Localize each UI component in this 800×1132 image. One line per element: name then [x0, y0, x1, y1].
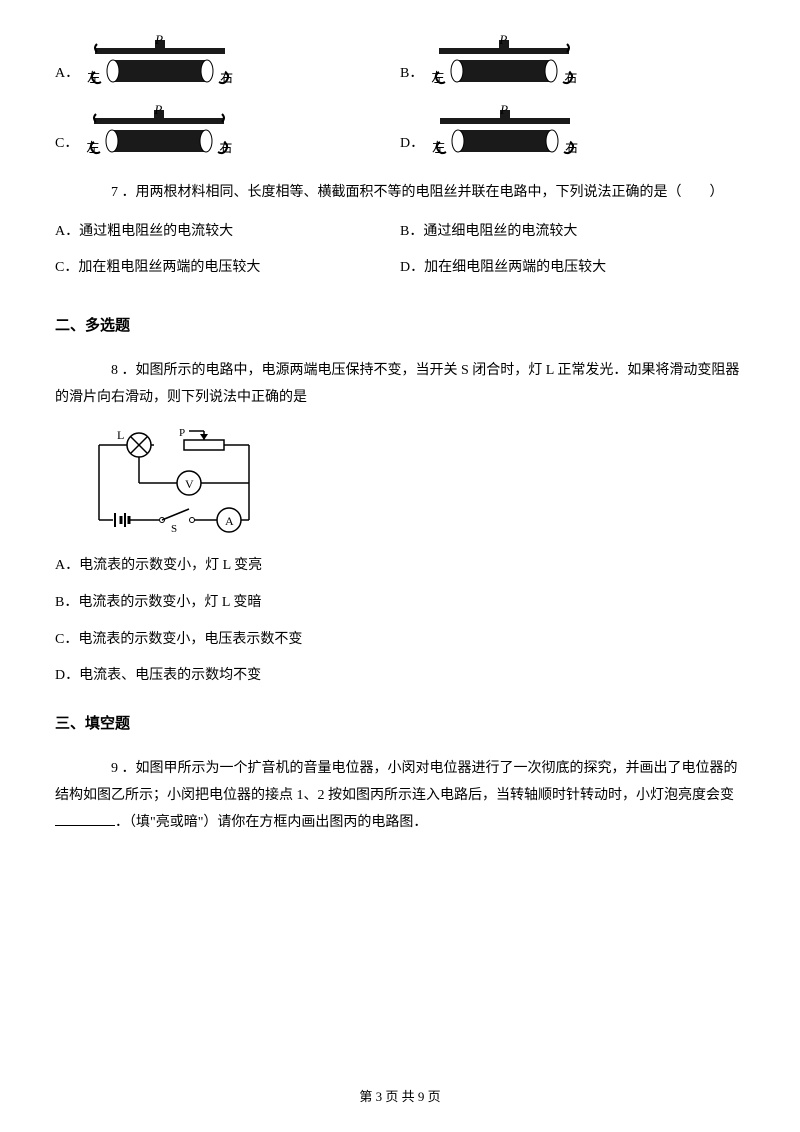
q8-option-c: C．电流表的示数变小，电压表示数不变	[55, 627, 745, 654]
terminal-left-label: 左	[87, 66, 100, 91]
switch-label: S	[171, 523, 177, 535]
q8-option-a: A．电流表的示数变小，灯 L 变亮	[55, 553, 745, 580]
option-label-b: B．	[400, 61, 423, 92]
page-footer: 第 3 页 共 9 页	[0, 1085, 800, 1110]
q6-options-row-1: A． P 左 右 B． P 左 右	[55, 30, 745, 92]
question-8: 8 ．如图所示的电路中，电源两端电压保持不变，当开关 S 闭合时，灯 L 正常发…	[55, 358, 745, 690]
rheostat-diagram-c: P 左 右	[84, 100, 234, 162]
q8-body: 如图所示的电路中，电源两端电压保持不变，当开关 S 闭合时，灯 L 正常发光．如…	[55, 363, 739, 405]
q8-option-b: B．电流表的示数变小，灯 L 变暗	[55, 590, 745, 617]
q6-options-row-2: C． P 左 右 D． P 左 右	[55, 100, 745, 162]
section-3-heading: 三、填空题	[55, 710, 745, 739]
q8-number: 8 ．	[83, 358, 136, 385]
slider-label-p: P	[499, 28, 507, 53]
q6-option-a: A． P 左 右	[55, 30, 400, 92]
question-7: 7 ．用两根材料相同、长度相等、横截面积不等的电阻丝并联在电路中，下列说法正确的…	[55, 180, 745, 292]
q7-text: 7 ．用两根材料相同、长度相等、横截面积不等的电阻丝并联在电路中，下列说法正确的…	[55, 180, 745, 207]
option-label-c: C．	[55, 131, 78, 162]
option-label-a: A．	[55, 61, 79, 92]
rheostat-diagram-d: P 左 右	[430, 100, 580, 162]
terminal-left-label: 左	[86, 136, 99, 161]
ammeter-label: A	[225, 514, 234, 528]
section-2-heading: 二、多选题	[55, 312, 745, 341]
q9-body-1: 如图甲所示为一个扩音机的音量电位器，小闵对电位器进行了一次彻底的探究，并画出了电…	[55, 761, 738, 803]
terminal-left-label: 左	[432, 136, 445, 161]
q7-option-c: C．加在粗电阻丝两端的电压较大	[55, 255, 400, 282]
slider-label-p: P	[500, 98, 508, 123]
fill-blank[interactable]	[55, 810, 115, 825]
q7-option-b: B．通过细电阻丝的电流较大	[400, 219, 745, 246]
q9-number: 9 ．	[83, 756, 136, 783]
terminal-right-label: 右	[219, 136, 232, 161]
option-label-d: D．	[400, 131, 424, 162]
q7-option-a: A．通过粗电阻丝的电流较大	[55, 219, 400, 246]
terminal-right-label: 右	[564, 66, 577, 91]
voltmeter-label: V	[185, 477, 194, 491]
q9-text: 9 ．如图甲所示为一个扩音机的音量电位器，小闵对电位器进行了一次彻底的探究，并画…	[55, 756, 745, 836]
terminal-left-label: 左	[431, 66, 444, 91]
q8-circuit-diagram: L P V S A	[89, 425, 259, 535]
q7-options: A．通过粗电阻丝的电流较大 B．通过细电阻丝的电流较大 C．加在粗电阻丝两端的电…	[55, 219, 745, 292]
q6-option-d: D． P 左 右	[400, 100, 745, 162]
lamp-label: L	[117, 428, 124, 442]
rheostat-diagram-b: P 左 右	[429, 30, 579, 92]
rheostat-diagram-a: P 左 右	[85, 30, 235, 92]
q7-number: 7 ．	[83, 180, 136, 207]
q8-options: A．电流表的示数变小，灯 L 变亮 B．电流表的示数变小，灯 L 变暗 C．电流…	[55, 553, 745, 689]
q8-option-d: D．电流表、电压表的示数均不变	[55, 663, 745, 690]
q6-option-b: B． P 左 右	[400, 30, 745, 92]
slider-label: P	[179, 427, 185, 439]
q8-text: 8 ．如图所示的电路中，电源两端电压保持不变，当开关 S 闭合时，灯 L 正常发…	[55, 358, 745, 411]
q7-option-d: D．加在细电阻丝两端的电压较大	[400, 255, 745, 282]
slider-label-p: P	[155, 28, 163, 53]
q7-body: 用两根材料相同、长度相等、横截面积不等的电阻丝并联在电路中，下列说法正确的是（ …	[136, 185, 724, 200]
q9-body-2: ．（填"亮或暗"）请你在方框内画出图丙的电路图．	[115, 815, 427, 830]
q6-option-c: C． P 左 右	[55, 100, 400, 162]
terminal-right-label: 右	[565, 136, 578, 161]
slider-label-p: P	[154, 98, 162, 123]
question-9: 9 ．如图甲所示为一个扩音机的音量电位器，小闵对电位器进行了一次彻底的探究，并画…	[55, 756, 745, 836]
terminal-right-label: 右	[220, 66, 233, 91]
